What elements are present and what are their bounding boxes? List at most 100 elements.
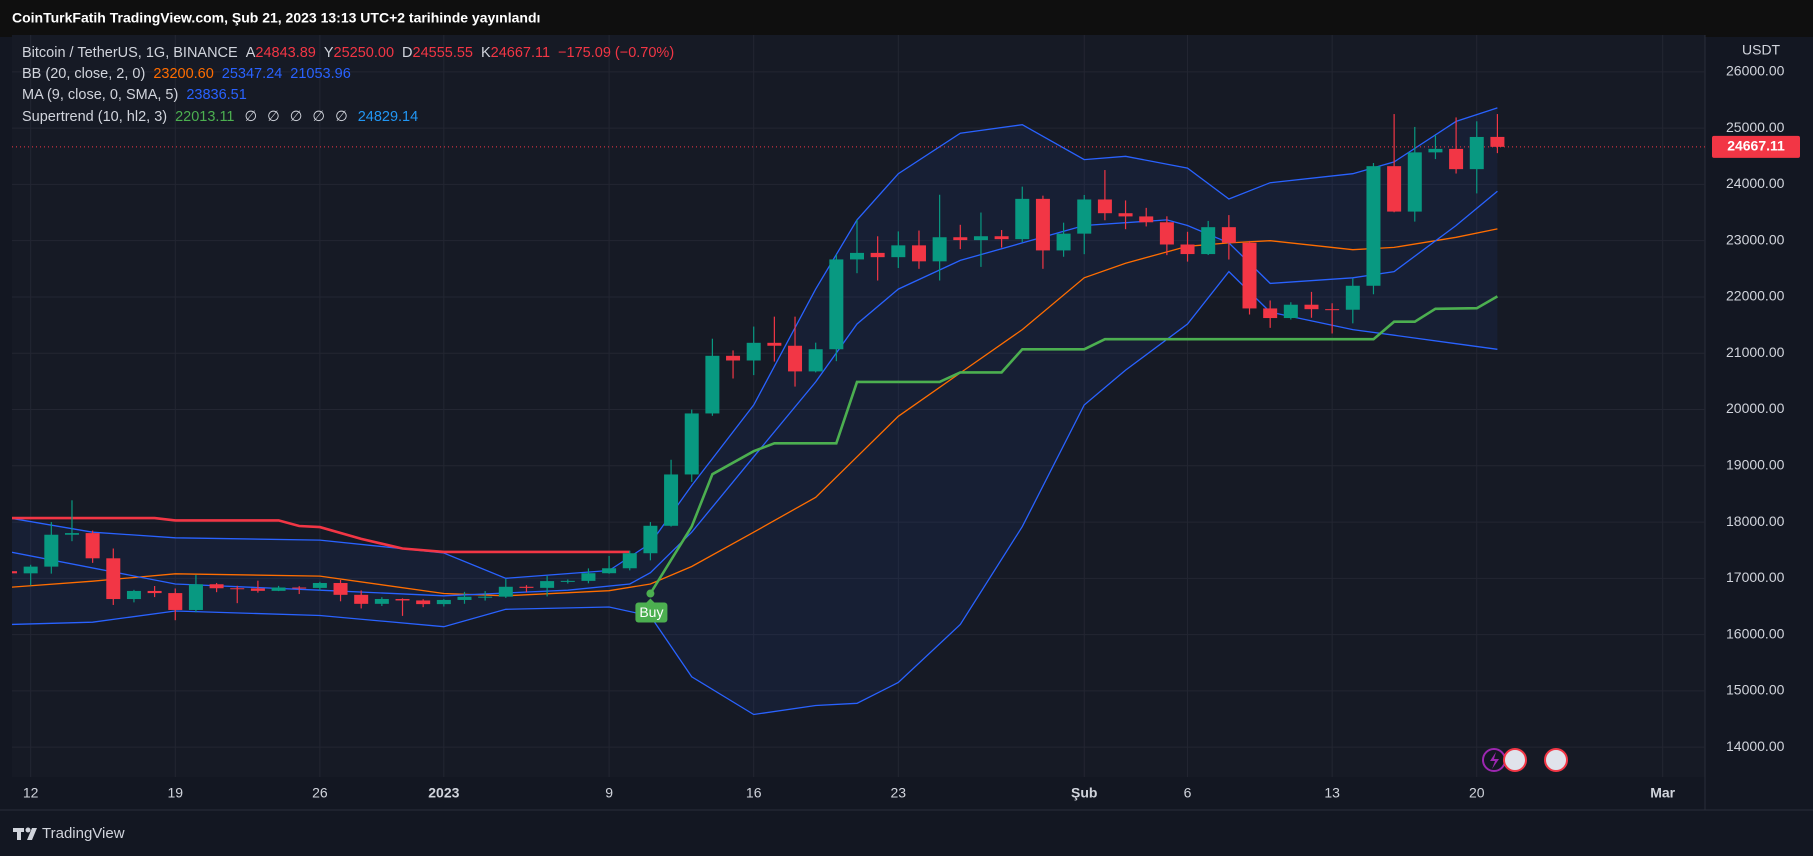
candle-body [684, 413, 699, 475]
st-value: ∅ [267, 109, 280, 125]
candle-body [498, 586, 513, 597]
y-tick-label: 26000.00 [1726, 63, 1785, 79]
candle-body [478, 596, 493, 598]
candle-body [1015, 198, 1030, 240]
price-tag-label: 24667.11 [1727, 138, 1785, 154]
candle-body [1180, 244, 1195, 255]
candle-body [1139, 216, 1154, 223]
candle-body [643, 525, 658, 554]
candle-body [1428, 148, 1443, 153]
ma-value: 23836.51 [186, 87, 246, 103]
legend-line: Supertrend (10, hl2, 3) 22013.11 ∅ ∅ ∅ ∅ ∅ 2482… [22, 109, 418, 125]
ohlc-value: 24555.55 [413, 45, 473, 61]
candle-body [44, 534, 59, 567]
candle-body [395, 598, 410, 601]
logo-part [25, 827, 31, 833]
st-value: ∅ [312, 109, 325, 125]
ohlc-label: A [246, 45, 256, 61]
candle-body [788, 345, 803, 372]
y-tick-label: 25000.00 [1726, 119, 1785, 135]
x-tick-label: 16 [746, 785, 762, 801]
legend-line: BB (20, close, 2, 0) 23200.60 25347.24 2105… [22, 66, 351, 82]
candle-body [705, 355, 720, 414]
brand-logo [13, 827, 37, 840]
y-unit: USDT [1742, 42, 1781, 58]
y-tick-label: 17000.00 [1726, 569, 1785, 585]
y-tick-label: 14000.00 [1726, 738, 1785, 754]
logo-part [27, 828, 37, 840]
x-tick-label: 9 [605, 785, 613, 801]
candle-body [1035, 198, 1050, 251]
candle-body [664, 474, 679, 526]
candle-body [168, 593, 183, 610]
candle-body [230, 588, 245, 590]
bb-title: BB (20, close, 2, 0) [22, 66, 145, 82]
y-tick-label: 22000.00 [1726, 288, 1785, 304]
candle-body [726, 355, 741, 361]
x-tick-label: 23 [891, 785, 907, 801]
candle-body [540, 581, 555, 588]
candle-body [1449, 148, 1464, 170]
candle-body [312, 583, 327, 588]
candle-body [1221, 227, 1236, 243]
candle-body [1469, 136, 1484, 170]
supertrend-up [649, 295, 1499, 595]
st-value: ∅ [290, 109, 303, 125]
buy-label: Buy [639, 604, 663, 620]
candle-body [1201, 227, 1216, 255]
ma-title: MA (9, close, 0, SMA, 5) [22, 87, 178, 103]
candle-body [1387, 166, 1402, 212]
candle-body [85, 533, 100, 559]
publish-title: CoinTurkFatih TradingView.com, Şub 21, 2… [12, 10, 540, 26]
ohlc-label: K [481, 45, 491, 61]
st-value: ∅ [245, 109, 258, 125]
candle-body [271, 587, 286, 591]
y-tick-label: 21000.00 [1726, 344, 1785, 360]
y-tick-label: 15000.00 [1726, 682, 1785, 698]
candle-body [519, 586, 534, 588]
candle-body [209, 584, 224, 589]
buy-dot [646, 589, 655, 598]
y-tick-label: 23000.00 [1726, 231, 1785, 247]
ohlc-label: Y [324, 45, 334, 61]
candle-body [147, 590, 162, 594]
candle-body [829, 259, 844, 350]
candle-body [1159, 222, 1174, 245]
candle-body [457, 596, 472, 600]
ohlc-label: D [402, 45, 412, 61]
st-value: 22013.11 [175, 109, 234, 125]
candle-body [106, 558, 121, 600]
candle-body [250, 588, 265, 591]
candle-body [891, 245, 906, 258]
candle-body [354, 594, 369, 604]
buy-pointer [645, 598, 656, 604]
candle-body [1490, 136, 1505, 147]
candle-body [12, 571, 17, 574]
candle-body [1304, 304, 1319, 310]
candle-body [1407, 152, 1422, 212]
candle-body [622, 553, 637, 569]
candle-body [333, 583, 348, 595]
x-tick-label: 19 [167, 785, 183, 801]
supertrend-down [12, 516, 630, 554]
event-icons [1482, 748, 1568, 772]
band-fill [12, 107, 1498, 715]
candle-body [1283, 304, 1298, 319]
buy-box [635, 602, 668, 623]
x-tick-label: 2023 [428, 785, 459, 801]
x-tick-label: 12 [23, 785, 39, 801]
candle-body [1118, 213, 1133, 217]
candle-body [1097, 199, 1112, 214]
event-icon [1544, 748, 1568, 772]
candle-body [911, 245, 926, 262]
ohlc-value: 24667.11 [491, 45, 550, 61]
candle-body [560, 580, 575, 582]
logo-part [17, 828, 21, 840]
candle-body [932, 237, 947, 262]
y-tick-label: 20000.00 [1726, 400, 1785, 416]
legend: Bitcoin / TetherUS, 1G, BINANCE A24843.89… [22, 45, 674, 125]
y-tick-label: 19000.00 [1726, 456, 1785, 472]
candle-body [374, 598, 389, 604]
ohlc-value: 24843.89 [255, 45, 315, 61]
